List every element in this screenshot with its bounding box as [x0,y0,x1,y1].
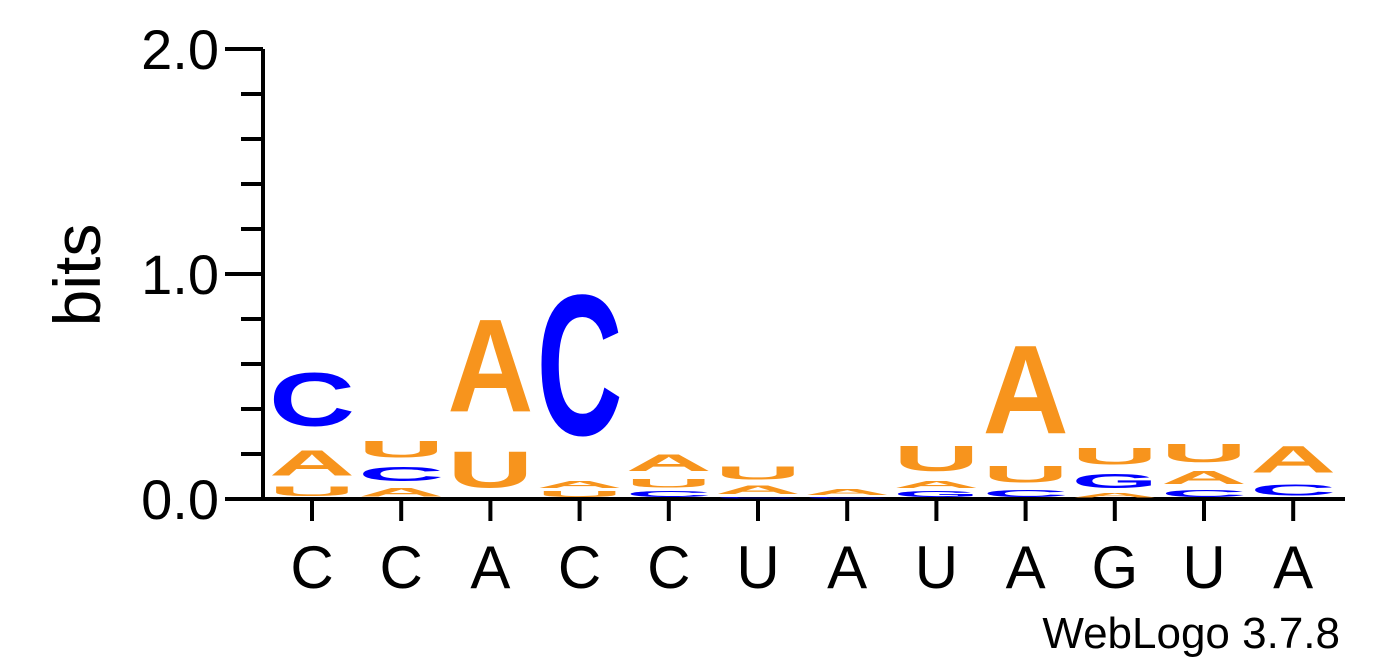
logo-letter-C: C [269,357,355,442]
logo-letter-A: A [447,291,533,439]
y-tick-label: 2.0 [141,18,219,81]
x-tick-label: A [470,534,510,601]
x-tick-label: G [1091,534,1138,601]
logo-letter-C: C [537,253,623,477]
logo-letter-A: A [269,442,355,483]
x-tick-label: A [827,534,867,601]
logo-letter-A: A [893,479,979,490]
logo-letter-C: C [715,497,801,499]
logo-letter-A: A [1250,438,1336,481]
x-tick-label: U [915,534,958,601]
logo-letter-U: U [893,438,979,479]
logo-letter-A: A [804,488,890,497]
logo-letter-U: U [983,461,1069,488]
x-tick-label: C [380,534,423,601]
x-tick-label: A [1006,534,1046,601]
logo-letter-A: A [1072,492,1158,499]
y-tick-label: 0.0 [141,468,219,531]
logo-letter-A: A [715,483,801,497]
y-tick-label: 1.0 [141,243,219,306]
y-axis-title: bits [40,224,114,327]
logo-letter-A: A [983,320,1069,461]
y-axis: 0.0 1.0 2.0 [141,18,1345,531]
x-tick-label: C [290,534,333,601]
logo-letter-C: C [983,488,1069,499]
logo-letter-A: A [626,450,712,477]
logo-letter-U: U [626,476,712,490]
logo-letter-U: U [269,483,355,499]
logo-letter-U: U [537,490,623,499]
logo-letter-C: C [1161,488,1247,499]
logo-letter-A: A [537,479,623,490]
logo-letter-A: A [358,485,444,499]
x-tick-label: A [1273,534,1313,601]
x-tick-label: U [736,534,779,601]
logo-letter-U: U [358,436,444,463]
x-tick-label: U [1182,534,1225,601]
logo-letter-U: U [1072,443,1158,470]
logo-letter-C: C [626,490,712,499]
logo-letter-U: U [715,463,801,483]
x-tick-label: C [647,534,690,601]
logo-letter-C: C [358,463,444,485]
logo-letter-U: U [1161,438,1247,467]
logo-letter-G: G [1072,470,1158,493]
x-tick-label: C [558,534,601,601]
logo-letter-G: G [893,490,979,499]
logo-letter-U: U [447,441,533,499]
logo-letter-A: A [1161,468,1247,488]
logo-letter-C: C [1250,481,1336,499]
logo-letter-C: C [804,497,890,499]
weblogo-credit: WebLogo 3.7.8 [1042,609,1340,658]
